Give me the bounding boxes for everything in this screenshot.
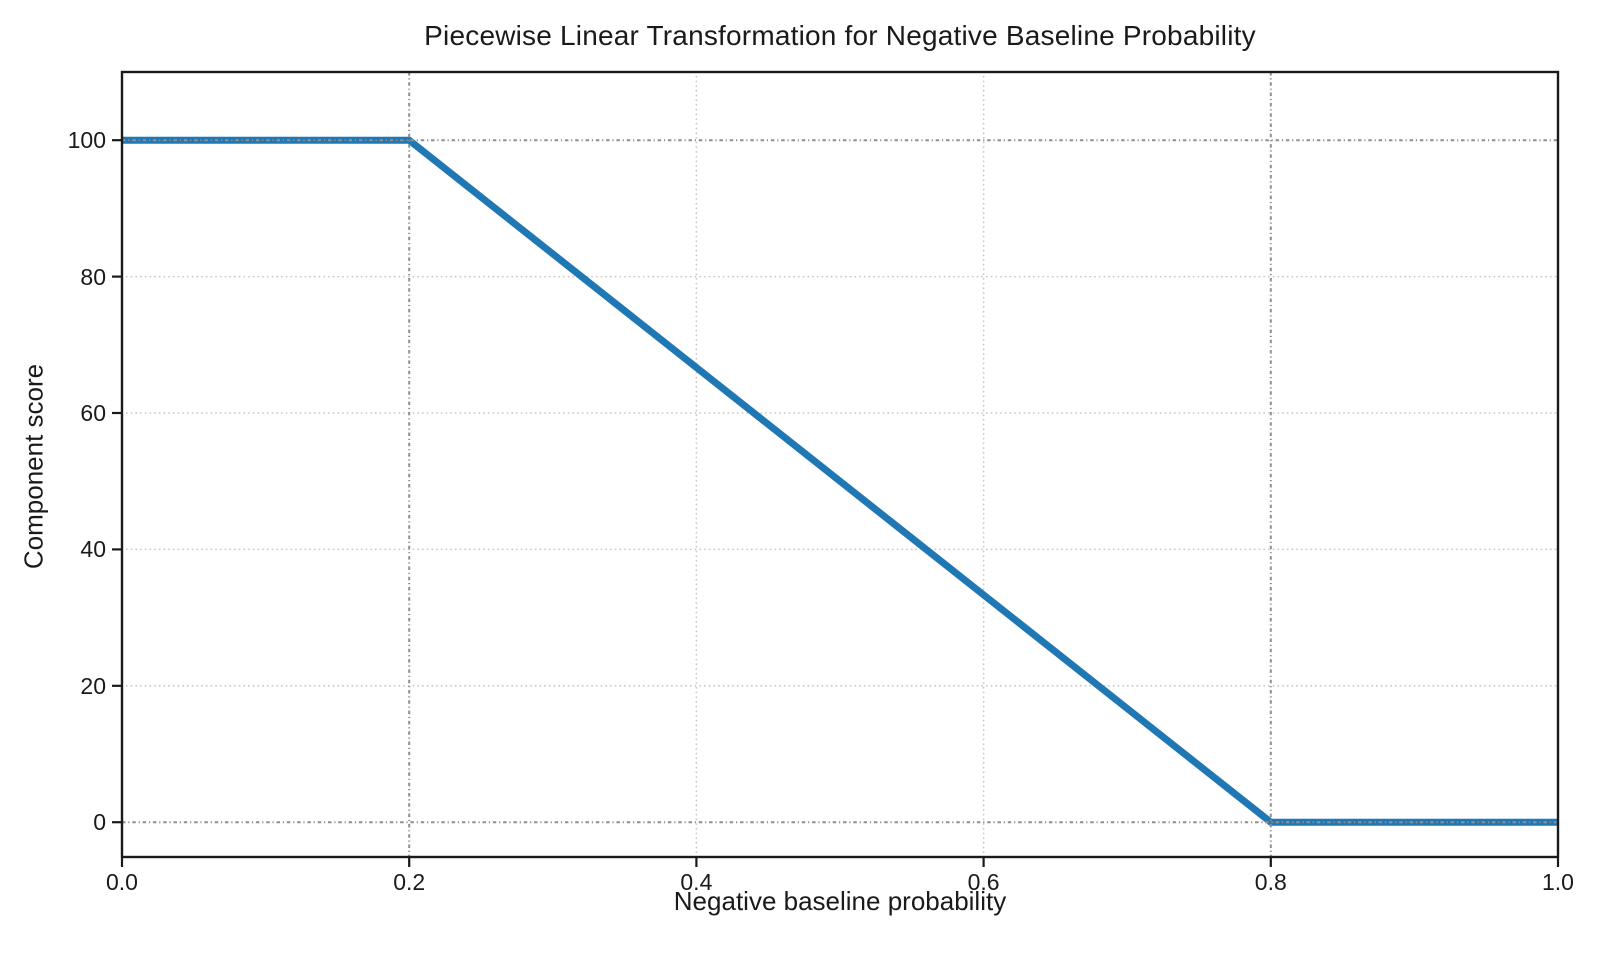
data-line — [122, 136, 1558, 826]
x-axis-label: Negative baseline probability — [673, 886, 1007, 916]
axis-spines — [120, 70, 1560, 859]
y-tick-label: 20 — [80, 672, 106, 699]
x-tick-label: 0.8 — [1254, 869, 1287, 895]
y-tick-label: 40 — [80, 536, 106, 563]
y-tick-label: 60 — [80, 400, 106, 426]
y-tick-label: 100 — [67, 127, 106, 154]
y-tick-label: 0 — [93, 809, 106, 836]
x-tick-label: 0.2 — [393, 869, 426, 895]
x-tick-label: 1.0 — [1542, 869, 1574, 895]
x-tick-label: 0.6 — [967, 869, 1000, 895]
x-tick-label: 0.4 — [680, 869, 713, 895]
y-tick-label: 80 — [80, 263, 106, 290]
x-tick-label: 0.0 — [106, 869, 138, 895]
chart-title: Piecewise Linear Transformation for Nega… — [424, 20, 1256, 51]
